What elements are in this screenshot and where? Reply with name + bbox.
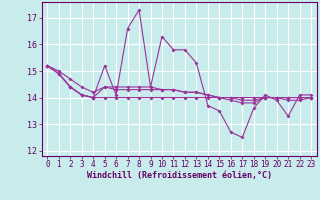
X-axis label: Windchill (Refroidissement éolien,°C): Windchill (Refroidissement éolien,°C): [87, 171, 272, 180]
